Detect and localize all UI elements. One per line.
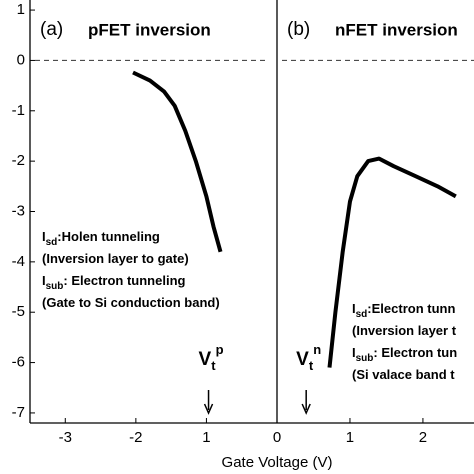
y-tick-label: 0: [17, 51, 25, 68]
annotation: Isd:Holen tunneling: [42, 229, 160, 247]
y-tick-label: -1: [12, 102, 25, 119]
annotation: Isub: Electron tunneling: [42, 273, 186, 291]
y-tick-label: -6: [12, 354, 25, 371]
annotation-text: I: [42, 229, 46, 244]
annotation-sub: sub: [46, 281, 64, 292]
annotation-text: I: [352, 345, 356, 360]
annotation: (Gate to Si conduction band): [42, 295, 220, 310]
threshold-sub: t: [211, 358, 216, 373]
annotation-text: (Gate to Si conduction band): [42, 295, 220, 310]
threshold-label: Vtn: [296, 342, 321, 373]
threshold-base: V: [199, 349, 212, 370]
x-axis-label: Gate Voltage (V): [222, 454, 333, 471]
chart-title: nFET inversion: [335, 20, 458, 39]
annotation-text: : Electron tun: [373, 345, 457, 360]
annotation-text: I: [42, 273, 46, 288]
annotation: (Inversion layer to gate): [42, 251, 189, 266]
annotation: Isd:Electron tunn: [352, 301, 455, 319]
annotation-text: :Electron tunn: [367, 301, 455, 316]
y-tick-label: -5: [12, 303, 25, 320]
annotation-text: : Electron tunneling: [63, 273, 185, 288]
x-tick-label: 1: [346, 429, 354, 446]
data-line: [132, 70, 223, 253]
y-tick-label: -2: [12, 152, 25, 169]
threshold-sub: t: [309, 358, 314, 373]
y-tick-label: -4: [12, 253, 25, 270]
annotation: (Si valace band t: [352, 367, 455, 382]
x-tick-label: -2: [129, 429, 142, 446]
annotation-sub: sd: [356, 309, 368, 320]
chart-title: pFET inversion: [88, 20, 211, 39]
x-tick-label: 1: [202, 429, 210, 446]
annotation-text: (Inversion layer to gate): [42, 251, 189, 266]
annotation-text: :Holen tunneling: [57, 229, 160, 244]
x-tick-label: 2: [419, 429, 427, 446]
threshold-label: Vtp: [199, 342, 224, 373]
annotation-text: (Inversion layer t: [352, 323, 457, 338]
annotation-text: I: [352, 301, 356, 316]
threshold-sup: n: [313, 342, 321, 357]
threshold-arrowhead: [301, 403, 311, 415]
panel-label: (a): [40, 19, 63, 40]
data-line: [327, 156, 457, 368]
annotation: (Inversion layer t: [352, 323, 457, 338]
threshold-sup: p: [216, 342, 224, 357]
y-tick-label: -3: [12, 202, 25, 219]
threshold-arrowhead: [203, 403, 214, 415]
x-tick-label: 0: [273, 429, 281, 446]
annotation: Isub: Electron tun: [352, 345, 457, 363]
annotation-sub: sub: [356, 353, 374, 364]
y-tick-label: 1: [17, 1, 25, 18]
panel-label: (b): [287, 19, 310, 40]
threshold-base: V: [296, 349, 309, 370]
annotation-text: (Si valace band t: [352, 367, 455, 382]
annotation-sub: sd: [46, 237, 58, 248]
x-tick-label: -3: [59, 429, 72, 446]
y-tick-label: -7: [12, 404, 25, 421]
